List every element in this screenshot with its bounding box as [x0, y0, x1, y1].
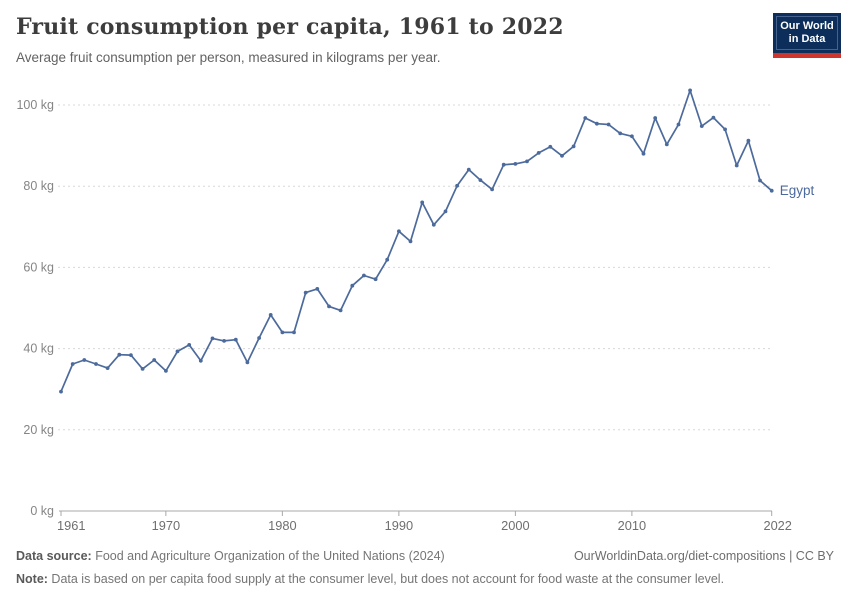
data-point-marker: [618, 131, 623, 136]
data-point-marker: [350, 283, 355, 288]
data-point-marker: [699, 124, 704, 128]
data-point-marker: [641, 151, 646, 156]
series-line-egypt: [60, 89, 773, 392]
data-point-marker: [431, 222, 436, 227]
data-point-marker: [140, 367, 145, 371]
page-title: Fruit consumption per capita, 1961 to 20…: [16, 14, 564, 40]
data-point-marker: [478, 178, 483, 182]
data-point-marker: [385, 257, 390, 262]
data-point-marker: [327, 304, 331, 309]
data-point-marker: [315, 287, 320, 291]
y-tick-label: 100 kg: [16, 98, 54, 112]
note-line: Note: Data is based on per capita food s…: [16, 572, 724, 586]
data-point-marker: [338, 308, 343, 313]
x-tick-label: 2010: [618, 518, 646, 533]
chart-footer: Data source: Food and Agriculture Organi…: [16, 545, 834, 591]
data-point-marker: [175, 349, 180, 354]
data-point-marker: [630, 134, 634, 139]
series-label-egypt[interactable]: Egypt: [780, 183, 815, 198]
data-point-marker: [362, 273, 366, 278]
data-point-marker: [676, 122, 681, 127]
data-point-marker: [303, 290, 308, 295]
data-source-text: Food and Agriculture Organization of the…: [91, 549, 445, 563]
data-point-marker: [723, 127, 727, 132]
data-point-marker: [490, 187, 494, 192]
data-point-marker: [769, 188, 774, 193]
x-tick-label: 1990: [385, 518, 413, 533]
y-tick-label: 40 kg: [23, 342, 54, 356]
x-tick-label: 2022: [763, 518, 791, 533]
data-point-marker: [245, 360, 250, 365]
data-point-marker: [525, 159, 529, 164]
data-point-marker: [443, 209, 448, 214]
data-source-line: Data source: Food and Agriculture Organi…: [16, 545, 445, 568]
data-point-marker: [501, 162, 506, 167]
data-point-marker: [688, 88, 692, 93]
data-point-marker: [548, 144, 553, 149]
data-point-marker: [70, 362, 75, 366]
owid-logo-text: Our World in Data: [776, 16, 838, 50]
data-point-marker: [292, 330, 296, 335]
y-tick-label: 20 kg: [23, 423, 54, 437]
data-point-marker: [233, 337, 238, 342]
data-point-marker: [758, 178, 762, 183]
data-point-marker: [397, 229, 401, 234]
data-point-marker: [280, 330, 285, 335]
data-point-marker: [536, 151, 541, 155]
chart-subtitle: Average fruit consumption per person, me…: [16, 50, 441, 65]
y-tick-label: 80 kg: [23, 179, 54, 193]
data-point-marker: [734, 163, 739, 168]
data-point-marker: [711, 115, 716, 120]
data-point-marker: [583, 116, 588, 120]
y-tick-label: 60 kg: [23, 260, 54, 274]
data-point-marker: [746, 138, 751, 143]
data-point-marker: [129, 353, 133, 357]
data-point-marker: [664, 142, 669, 147]
data-point-marker: [198, 358, 203, 363]
data-point-marker: [222, 339, 227, 343]
data-point-marker: [117, 352, 122, 357]
attribution-link[interactable]: OurWorldinData.org/diet-compositions | C…: [573, 549, 834, 563]
data-point-marker: [210, 336, 215, 341]
x-tick-label: 1980: [268, 518, 296, 533]
note-text: Data is based on per capita food supply …: [47, 572, 725, 586]
x-tick-label: 1970: [152, 518, 180, 533]
data-point-marker: [152, 358, 157, 362]
data-point-marker: [420, 200, 425, 205]
data-point-marker: [82, 358, 87, 362]
data-point-marker: [257, 336, 261, 340]
data-point-marker: [466, 167, 471, 172]
data-source-label: Data source:: [16, 549, 92, 563]
data-point-marker: [268, 313, 273, 317]
data-point-marker: [59, 389, 63, 394]
data-point-marker: [455, 183, 459, 188]
owid-logo-red-bar: [773, 53, 841, 58]
data-point-marker: [513, 162, 518, 166]
x-tick-label: 2000: [501, 518, 529, 533]
data-point-marker: [94, 362, 98, 366]
data-point-marker: [187, 343, 192, 347]
data-point-marker: [571, 144, 576, 149]
x-tick-label: 1961: [57, 518, 85, 533]
data-point-marker: [164, 369, 168, 373]
note-label: Note:: [16, 572, 48, 586]
data-point-marker: [373, 277, 378, 282]
chart-svg: 0 kg 20 kg 40 kg 60 kg 80 kg 100 kg 1961 1970 19…: [16, 88, 815, 533]
y-tick-label: 0 kg: [30, 504, 54, 518]
data-point-marker: [606, 122, 611, 127]
data-point-marker: [560, 153, 564, 158]
owid-logo[interactable]: Our World in Data: [773, 13, 841, 58]
data-point-marker: [105, 366, 110, 370]
data-point-marker: [408, 239, 413, 244]
data-point-marker: [653, 116, 658, 120]
data-point-marker: [595, 121, 599, 126]
